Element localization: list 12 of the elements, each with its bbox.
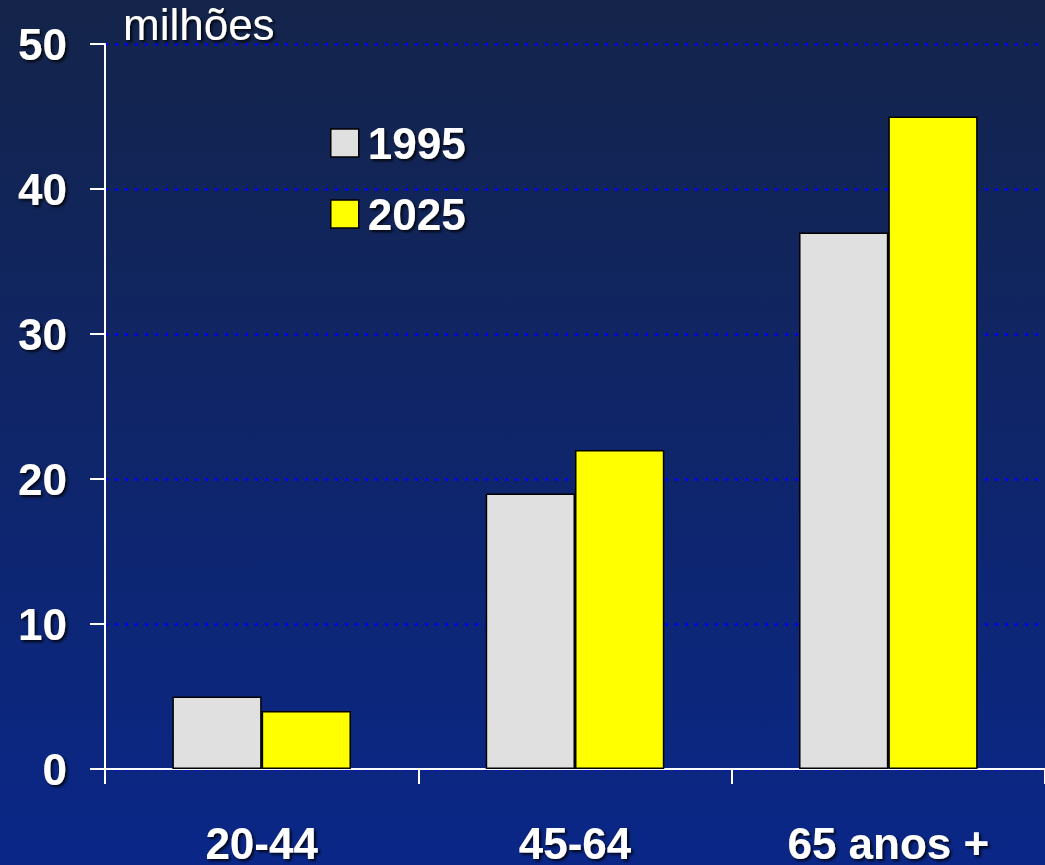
x-tick-label: 65 anos + xyxy=(787,818,990,865)
x-tick-label: 45-64 xyxy=(518,818,632,865)
y-tick-label: 10 xyxy=(18,599,67,649)
legend-label: 2025 xyxy=(367,189,466,239)
y-tick-label: 0 xyxy=(42,744,67,794)
legend-label: 1995 xyxy=(367,118,466,168)
x-tick-label: 20-44 xyxy=(205,818,319,865)
y-tick-label: 30 xyxy=(18,309,67,359)
y-tick-label: 50 xyxy=(18,19,67,69)
y-tick-label: 20 xyxy=(18,454,67,504)
y-axis-title: milhões xyxy=(123,0,275,49)
y-tick-label: 40 xyxy=(18,164,67,214)
